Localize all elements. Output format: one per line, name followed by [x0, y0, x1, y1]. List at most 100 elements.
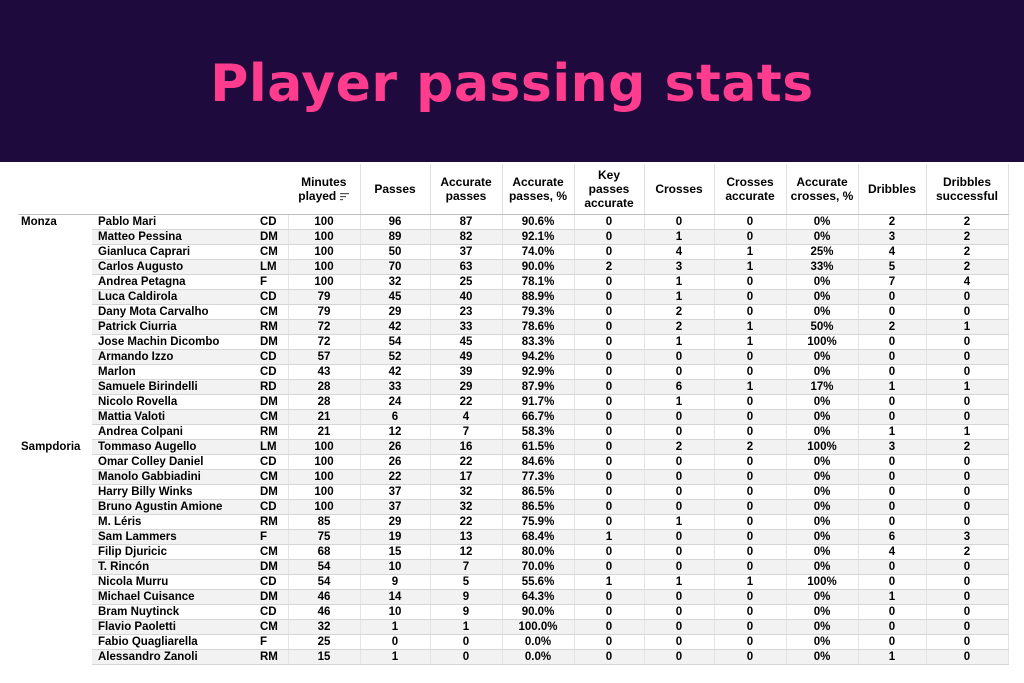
stat-cell: 0	[714, 364, 787, 380]
stat-cell: 9	[430, 589, 503, 605]
stat-cell: 0	[574, 304, 645, 320]
team-cell	[18, 335, 92, 350]
stat-cell: 14	[360, 589, 431, 605]
stat-cell: 84.6%	[502, 454, 575, 470]
position-cell: DM	[252, 334, 289, 350]
position-cell: CM	[252, 304, 289, 320]
stat-cell: 100	[288, 214, 361, 230]
sort-icon[interactable]	[340, 192, 350, 201]
column-header[interactable]: Crosses accurate	[714, 164, 787, 215]
stat-cell: 0%	[786, 394, 859, 410]
stat-cell: 0	[714, 424, 787, 440]
stat-cell: 37	[430, 244, 503, 260]
stat-cell: 0	[858, 619, 927, 635]
team-cell	[18, 650, 92, 665]
stat-cell: 10	[360, 559, 431, 575]
stat-cell: 0	[574, 379, 645, 395]
stat-cell: 100	[288, 484, 361, 500]
stat-cell: 82	[430, 229, 503, 245]
stat-cell: 17%	[786, 379, 859, 395]
stat-cell: 100%	[786, 334, 859, 350]
stat-cell: 45	[430, 334, 503, 350]
stat-cell: 86.5%	[502, 499, 575, 515]
stat-cell: 0	[644, 214, 715, 230]
stat-cell: 0	[858, 394, 927, 410]
position-cell: DM	[252, 394, 289, 410]
stat-cell: 85	[288, 514, 361, 530]
header-player-blank	[92, 164, 252, 215]
column-header[interactable]: Accurate crosses, %	[786, 164, 859, 215]
table-row: Fabio Quagliarella F 25 0 0 0.0% 0 0 0 0% 0 0	[18, 634, 1009, 650]
stat-cell: 45	[360, 289, 431, 305]
column-header-label: Minutes played	[298, 175, 347, 203]
column-header[interactable]: Dribbles	[858, 164, 927, 215]
stat-cell: 0%	[786, 469, 859, 485]
stat-cell: 3	[926, 529, 1009, 545]
stat-cell: 0	[644, 349, 715, 365]
table-row: M. Léris RM 85 29 22 75.9% 0 1 0 0% 0 0	[18, 514, 1009, 530]
stat-cell: 2	[858, 214, 927, 230]
stat-cell: 23	[430, 304, 503, 320]
stat-cell: 87.9%	[502, 379, 575, 395]
stat-cell: 32	[430, 499, 503, 515]
stat-cell: 37	[360, 499, 431, 515]
stat-cell: 0	[714, 544, 787, 560]
column-header[interactable]: Accurate passes, %	[502, 164, 575, 215]
stat-cell: 0	[858, 304, 927, 320]
stat-cell: 0	[714, 499, 787, 515]
stat-cell: 0	[644, 529, 715, 545]
position-cell: CD	[252, 499, 289, 515]
stat-cell: 64.3%	[502, 589, 575, 605]
column-header[interactable]: Accurate passes	[430, 164, 503, 215]
stat-cell: 1	[714, 244, 787, 260]
stat-cell: 0	[858, 514, 927, 530]
column-header-label: Passes	[374, 182, 416, 196]
table-row: Michael Cuisance DM 46 14 9 64.3% 0 0 0 0% 1 0	[18, 589, 1009, 605]
stat-cell: 0	[926, 469, 1009, 485]
table-row: Harry Billy Winks DM 100 37 32 86.5% 0 0 0 0% 0 0	[18, 484, 1009, 500]
stat-cell: 0	[858, 634, 927, 650]
stat-cell: 0	[926, 304, 1009, 320]
stat-cell: 0	[714, 289, 787, 305]
position-cell: DM	[252, 229, 289, 245]
column-header[interactable]: Crosses	[644, 164, 715, 215]
player-name-cell: Tommaso Augello	[92, 439, 252, 455]
stat-cell: 0	[858, 454, 927, 470]
table-row: T. Rincón DM 54 10 7 70.0% 0 0 0 0% 0 0	[18, 559, 1009, 575]
column-header-label: Accurate passes	[440, 175, 492, 203]
stat-cell: 0%	[786, 484, 859, 500]
position-cell: RM	[252, 514, 289, 530]
stat-cell: 0.0%	[502, 649, 575, 665]
stat-cell: 25	[288, 634, 361, 650]
stat-cell: 1	[858, 589, 927, 605]
position-cell: F	[252, 634, 289, 650]
column-header[interactable]: Key passes accurate	[574, 164, 645, 215]
table-row: Filip Djuricic CM 68 15 12 80.0% 0 0 0 0% 4 2	[18, 544, 1009, 560]
stat-cell: 1	[926, 379, 1009, 395]
column-header-label: Accurate passes, %	[508, 175, 568, 203]
position-cell: CD	[252, 604, 289, 620]
team-cell	[18, 245, 92, 260]
position-cell: CD	[252, 289, 289, 305]
player-name-cell: Gianluca Caprari	[92, 244, 252, 260]
stat-cell: 100%	[786, 574, 859, 590]
stat-cell: 83.3%	[502, 334, 575, 350]
stat-cell: 32	[360, 274, 431, 290]
player-name-cell: Dany Mota Carvalho	[92, 304, 252, 320]
position-cell: RM	[252, 319, 289, 335]
stat-cell: 0	[574, 439, 645, 455]
stat-cell: 0	[714, 454, 787, 470]
stat-cell: 5	[858, 259, 927, 275]
column-header[interactable]: Minutes played	[288, 164, 361, 215]
column-header-label: Accurate crosses, %	[790, 175, 854, 203]
title-banner: Player passing stats	[0, 0, 1024, 162]
stat-cell: 33	[430, 319, 503, 335]
column-header[interactable]: Dribbles successful	[926, 164, 1009, 215]
stat-cell: 0	[574, 394, 645, 410]
column-header[interactable]: Passes	[360, 164, 431, 215]
stat-cell: 0	[574, 229, 645, 245]
position-cell: DM	[252, 559, 289, 575]
stat-cell: 29	[360, 514, 431, 530]
stat-cell: 2	[926, 214, 1009, 230]
stat-cell: 100	[288, 469, 361, 485]
